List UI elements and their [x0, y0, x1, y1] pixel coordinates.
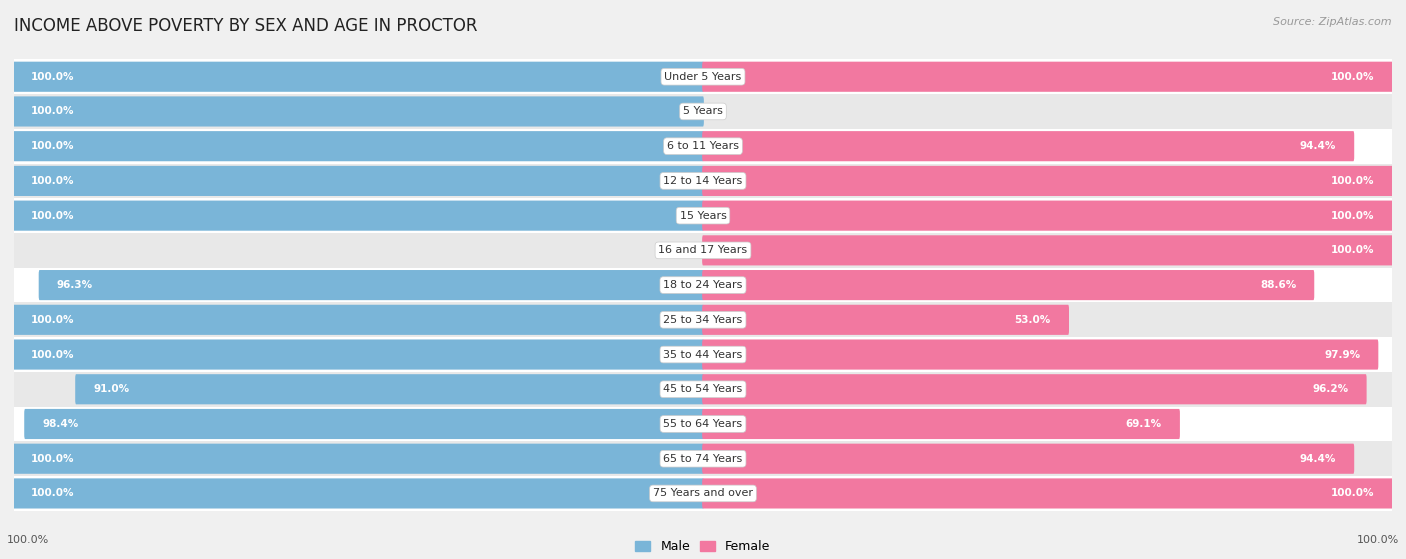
Text: 100.0%: 100.0% — [1331, 72, 1375, 82]
FancyBboxPatch shape — [14, 337, 1392, 372]
Text: 100.0%: 100.0% — [31, 349, 75, 359]
Text: 100.0%: 100.0% — [31, 489, 75, 499]
Text: 100.0%: 100.0% — [31, 315, 75, 325]
FancyBboxPatch shape — [13, 444, 704, 474]
Text: 88.6%: 88.6% — [1260, 280, 1296, 290]
FancyBboxPatch shape — [702, 166, 1393, 196]
Text: 96.3%: 96.3% — [56, 280, 93, 290]
Text: 98.4%: 98.4% — [42, 419, 79, 429]
FancyBboxPatch shape — [702, 305, 1069, 335]
Text: 100.0%: 100.0% — [1331, 211, 1375, 221]
Text: 94.4%: 94.4% — [1299, 454, 1336, 464]
FancyBboxPatch shape — [13, 96, 704, 126]
FancyBboxPatch shape — [14, 268, 1392, 302]
Text: 97.9%: 97.9% — [1324, 349, 1360, 359]
FancyBboxPatch shape — [702, 409, 1180, 439]
Legend: Male, Female: Male, Female — [630, 536, 776, 558]
Text: INCOME ABOVE POVERTY BY SEX AND AGE IN PROCTOR: INCOME ABOVE POVERTY BY SEX AND AGE IN P… — [14, 17, 478, 35]
Text: 18 to 24 Years: 18 to 24 Years — [664, 280, 742, 290]
Text: 65 to 74 Years: 65 to 74 Years — [664, 454, 742, 464]
FancyBboxPatch shape — [702, 235, 1393, 266]
FancyBboxPatch shape — [702, 131, 1354, 161]
Text: 100.0%: 100.0% — [31, 176, 75, 186]
FancyBboxPatch shape — [13, 305, 704, 335]
FancyBboxPatch shape — [13, 61, 704, 92]
Text: Source: ZipAtlas.com: Source: ZipAtlas.com — [1274, 17, 1392, 27]
Text: 5 Years: 5 Years — [683, 106, 723, 116]
Text: 96.2%: 96.2% — [1312, 384, 1348, 394]
FancyBboxPatch shape — [14, 302, 1392, 337]
Text: 15 Years: 15 Years — [679, 211, 727, 221]
Text: 69.1%: 69.1% — [1126, 419, 1161, 429]
Text: 75 Years and over: 75 Years and over — [652, 489, 754, 499]
Text: 100.0%: 100.0% — [31, 454, 75, 464]
Text: 100.0%: 100.0% — [7, 535, 49, 545]
FancyBboxPatch shape — [14, 164, 1392, 198]
FancyBboxPatch shape — [13, 339, 704, 369]
FancyBboxPatch shape — [702, 444, 1354, 474]
FancyBboxPatch shape — [14, 59, 1392, 94]
FancyBboxPatch shape — [14, 372, 1392, 406]
FancyBboxPatch shape — [13, 201, 704, 231]
Text: 91.0%: 91.0% — [93, 384, 129, 394]
Text: 100.0%: 100.0% — [31, 72, 75, 82]
Text: 100.0%: 100.0% — [1331, 489, 1375, 499]
FancyBboxPatch shape — [702, 270, 1315, 300]
FancyBboxPatch shape — [24, 409, 704, 439]
FancyBboxPatch shape — [75, 374, 704, 404]
FancyBboxPatch shape — [14, 94, 1392, 129]
FancyBboxPatch shape — [702, 339, 1378, 369]
Text: 45 to 54 Years: 45 to 54 Years — [664, 384, 742, 394]
Text: 53.0%: 53.0% — [1015, 315, 1050, 325]
Text: 100.0%: 100.0% — [31, 141, 75, 151]
FancyBboxPatch shape — [14, 233, 1392, 268]
Text: 100.0%: 100.0% — [31, 106, 75, 116]
Text: 25 to 34 Years: 25 to 34 Years — [664, 315, 742, 325]
Text: Under 5 Years: Under 5 Years — [665, 72, 741, 82]
Text: 100.0%: 100.0% — [1331, 245, 1375, 255]
FancyBboxPatch shape — [14, 476, 1392, 511]
Text: 100.0%: 100.0% — [1357, 535, 1399, 545]
FancyBboxPatch shape — [702, 61, 1393, 92]
FancyBboxPatch shape — [39, 270, 704, 300]
FancyBboxPatch shape — [13, 131, 704, 161]
Text: 100.0%: 100.0% — [1331, 176, 1375, 186]
Text: 55 to 64 Years: 55 to 64 Years — [664, 419, 742, 429]
FancyBboxPatch shape — [702, 479, 1393, 509]
FancyBboxPatch shape — [702, 374, 1367, 404]
FancyBboxPatch shape — [702, 201, 1393, 231]
Text: 94.4%: 94.4% — [1299, 141, 1336, 151]
FancyBboxPatch shape — [13, 166, 704, 196]
FancyBboxPatch shape — [14, 129, 1392, 164]
FancyBboxPatch shape — [14, 198, 1392, 233]
FancyBboxPatch shape — [14, 442, 1392, 476]
Text: 16 and 17 Years: 16 and 17 Years — [658, 245, 748, 255]
Text: 35 to 44 Years: 35 to 44 Years — [664, 349, 742, 359]
FancyBboxPatch shape — [13, 479, 704, 509]
Text: 6 to 11 Years: 6 to 11 Years — [666, 141, 740, 151]
Text: 100.0%: 100.0% — [31, 211, 75, 221]
FancyBboxPatch shape — [14, 406, 1392, 442]
Text: 12 to 14 Years: 12 to 14 Years — [664, 176, 742, 186]
